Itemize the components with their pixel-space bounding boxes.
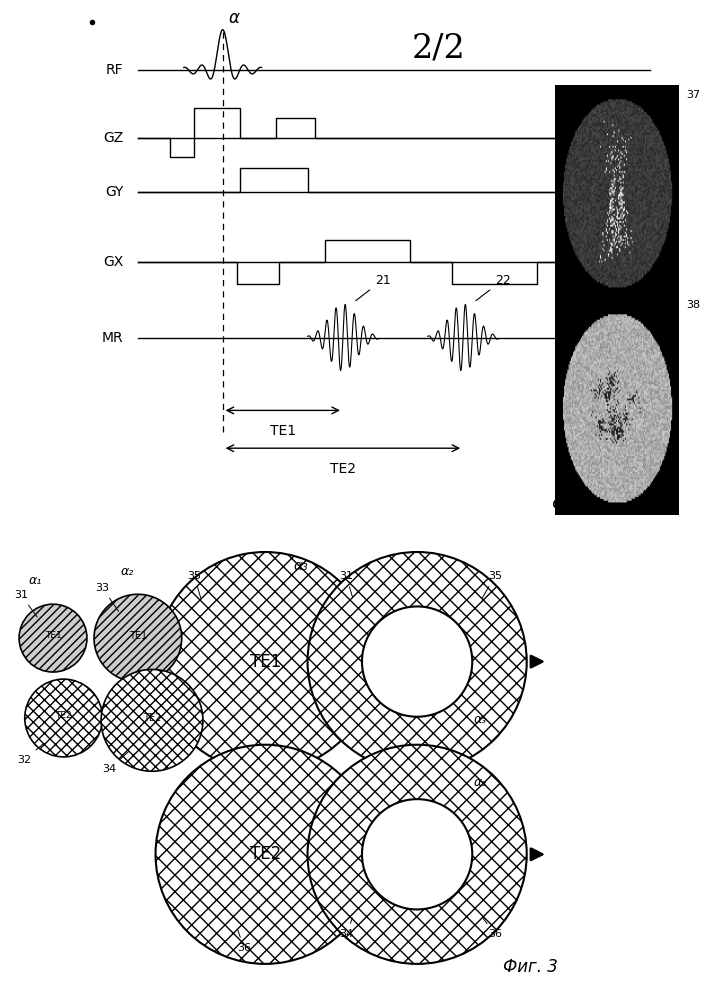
Text: TE2: TE2 (330, 462, 356, 476)
Ellipse shape (362, 606, 472, 717)
Ellipse shape (156, 745, 375, 964)
Ellipse shape (362, 799, 472, 909)
Text: α₃: α₃ (411, 666, 423, 676)
Ellipse shape (101, 669, 203, 771)
Text: TE1: TE1 (270, 424, 296, 438)
Ellipse shape (308, 552, 527, 771)
Text: 31: 31 (14, 590, 37, 617)
Text: α₃: α₃ (474, 776, 487, 789)
Text: 34: 34 (103, 751, 129, 774)
Text: 36: 36 (482, 918, 502, 939)
Text: TE2: TE2 (250, 845, 281, 863)
Text: α₃: α₃ (293, 559, 308, 573)
Text: 37: 37 (686, 90, 700, 100)
Ellipse shape (156, 552, 375, 771)
Text: TE2: TE2 (143, 713, 161, 723)
Text: TE1: TE1 (406, 646, 428, 659)
Text: TE1: TE1 (129, 631, 147, 641)
Text: α₃: α₃ (474, 713, 487, 726)
Text: Фиг. 3: Фиг. 3 (503, 958, 558, 976)
Text: 38: 38 (686, 300, 700, 310)
Text: 21: 21 (356, 273, 390, 301)
Ellipse shape (25, 679, 103, 757)
Text: 36: 36 (237, 930, 251, 953)
Text: TE1: TE1 (250, 653, 281, 671)
Text: GY: GY (105, 185, 124, 199)
Text: TE1: TE1 (45, 631, 62, 640)
Text: α₁: α₁ (29, 574, 42, 587)
Text: RF: RF (106, 63, 124, 77)
Text: TE2: TE2 (55, 711, 72, 720)
Ellipse shape (94, 594, 182, 682)
Text: 32: 32 (18, 743, 44, 765)
Text: 2/2: 2/2 (411, 33, 465, 65)
Text: 35: 35 (482, 571, 502, 598)
Text: MR: MR (102, 330, 124, 344)
Text: GX: GX (103, 255, 124, 269)
Text: Фиг. 2: Фиг. 2 (552, 496, 607, 514)
Text: 34: 34 (339, 918, 354, 939)
Text: α₂: α₂ (411, 861, 423, 871)
Text: 33: 33 (95, 583, 119, 611)
Text: 22: 22 (476, 273, 510, 301)
Text: 31: 31 (339, 571, 354, 598)
Text: GZ: GZ (103, 131, 124, 145)
Text: α₂: α₂ (121, 565, 134, 578)
Text: 35: 35 (187, 571, 201, 598)
Text: TE2: TE2 (406, 838, 428, 851)
Text: α: α (228, 9, 240, 27)
Ellipse shape (19, 604, 87, 672)
Ellipse shape (308, 745, 527, 964)
